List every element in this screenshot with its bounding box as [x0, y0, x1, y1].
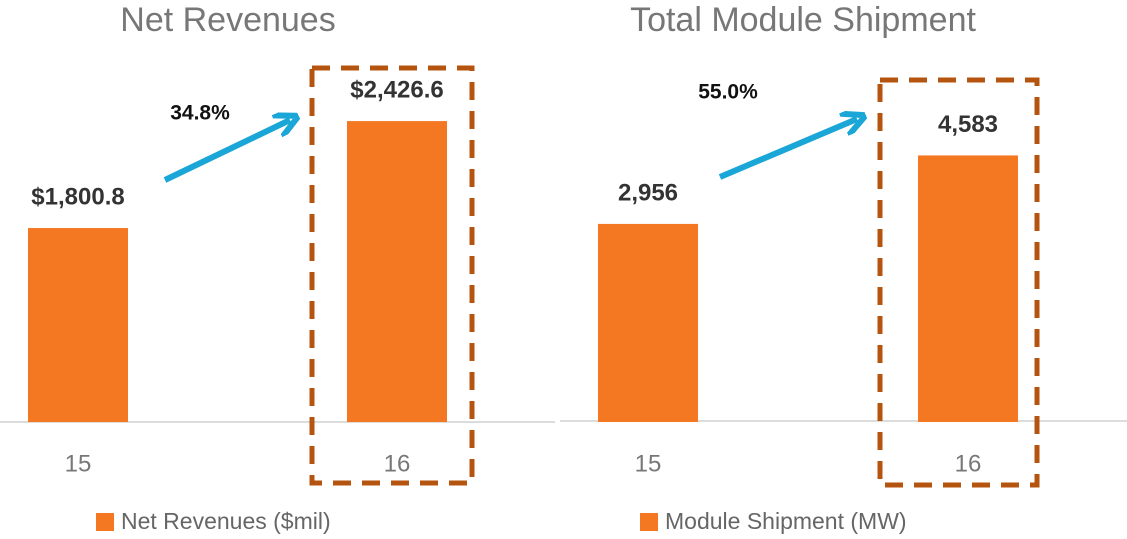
data-label: 2,956 [618, 179, 678, 206]
chart-title: Total Module Shipment [630, 1, 976, 39]
highlight-box [309, 65, 475, 486]
legend-swatch [96, 513, 114, 531]
data-label: $2,426.6 [350, 76, 443, 103]
data-label: 4,583 [938, 111, 998, 138]
chart-title: Net Revenues [120, 1, 335, 39]
legend-label: Net Revenues ($mil) [121, 508, 331, 534]
highlight-box [877, 77, 1040, 488]
x-tick-label: 16 [384, 450, 411, 477]
annotation: 55.0% [698, 81, 758, 104]
annotation: 34.8% [170, 102, 230, 125]
growth-arrow [163, 120, 290, 183]
bar [918, 155, 1018, 423]
bar [347, 121, 447, 423]
bar [28, 228, 128, 422]
legend-label: Module Shipment (MW) [665, 508, 907, 534]
x-tick-label: 15 [65, 450, 92, 477]
growth-arrow [718, 119, 857, 180]
legend-swatch [640, 513, 658, 531]
x-tick-label: 16 [955, 450, 982, 477]
data-label: $1,800.8 [31, 183, 124, 210]
x-tick-label: 15 [635, 450, 662, 477]
bar [598, 223, 698, 422]
